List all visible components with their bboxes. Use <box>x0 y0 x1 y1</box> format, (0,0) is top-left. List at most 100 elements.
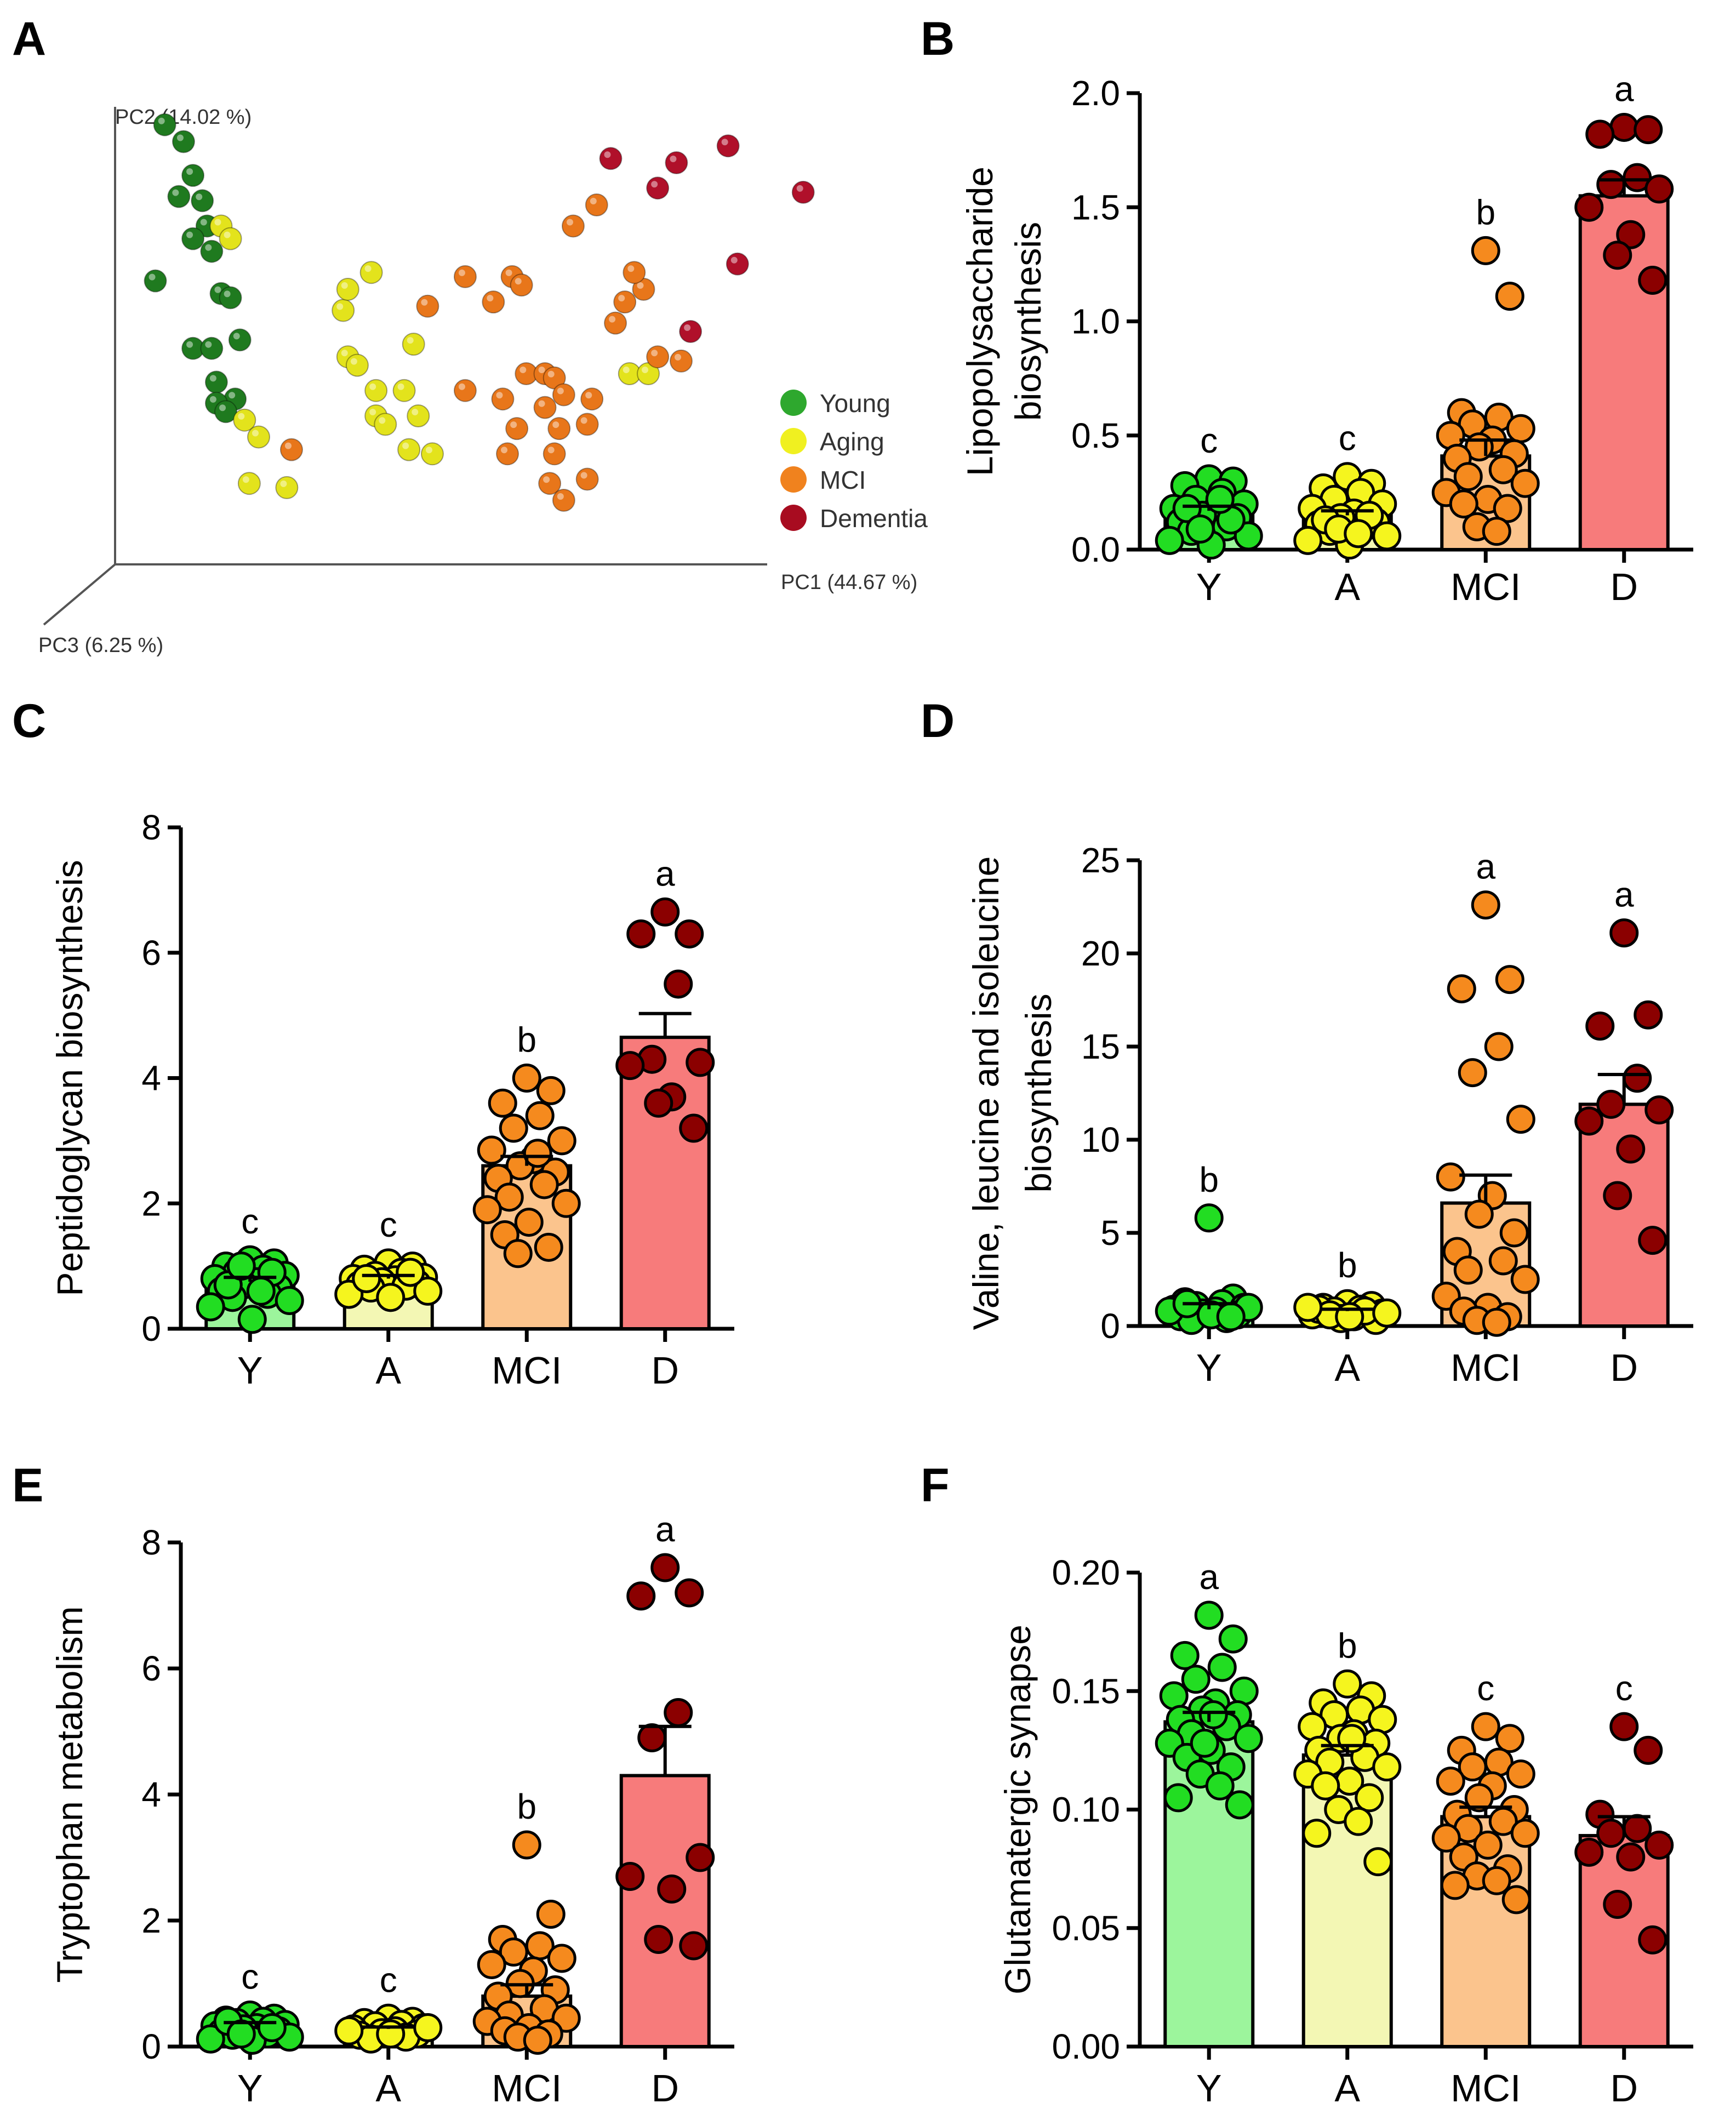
panel-b-y-label: Lipopolysaccharide <box>960 167 1000 476</box>
pca-pc1-label: PC1 (44.67 %) <box>781 571 917 594</box>
pca-point-highlight <box>186 168 193 175</box>
pca-point-highlight <box>407 337 414 344</box>
pca-point-highlight <box>458 383 465 390</box>
panel-b-data-point <box>1344 519 1373 548</box>
panel-f-y-tick-label: 0.05 <box>1052 1908 1120 1948</box>
panel-d-data-point <box>1453 1255 1483 1285</box>
panel-e-y-tick-label: 6 <box>141 1649 161 1688</box>
panel-d-data-point <box>1194 1203 1224 1233</box>
pca-point-mci <box>604 311 627 335</box>
pca-point-mci <box>533 396 557 419</box>
pca-point-mci <box>547 417 571 441</box>
panel-letter-e: E <box>12 1459 43 1512</box>
panel-f-x-tick-label: D <box>1610 2067 1638 2110</box>
panel-c-data-point <box>547 1126 576 1156</box>
pca-point-mci <box>585 193 608 216</box>
panel-f-chart: F 0.00 0.05 0.10 0.15 0.20 Glutamatergic syna… <box>921 1459 1693 2110</box>
panel-e-data-point <box>650 1553 680 1582</box>
pca-point-aging <box>397 438 421 461</box>
pca-point-highlight <box>609 316 616 323</box>
panel-e-data-point <box>675 1578 704 1608</box>
panel-e-data-point <box>334 2016 364 2045</box>
panel-b-data-point <box>1293 525 1323 555</box>
panel-f-sig-letter: c <box>1615 1668 1633 1708</box>
pca-point-young <box>214 400 238 424</box>
pca-point-highlight <box>209 396 216 403</box>
panel-f-data-point <box>1218 1624 1248 1654</box>
panel-f-data-point <box>1634 1735 1663 1765</box>
pca-point-highlight <box>214 219 221 226</box>
panel-d-data-point <box>1372 1298 1402 1328</box>
panel-b-data-point <box>1482 517 1511 546</box>
panel-e-sig-letter: a <box>655 1510 675 1549</box>
panel-e-data-point <box>477 1950 506 1979</box>
panel-f-data-point <box>1464 1783 1494 1813</box>
pca-point-highlight <box>336 303 344 310</box>
pca-point-highlight <box>796 185 803 192</box>
pca-point-young <box>181 164 205 187</box>
panel-f-x-tick-label: MCI <box>1451 2067 1521 2110</box>
panel-d-data-point <box>1644 1095 1674 1125</box>
panel-d-data-point <box>1574 1106 1604 1136</box>
panel-f-data-point <box>1207 1653 1237 1682</box>
panel-b-x-tick-label: D <box>1610 565 1638 608</box>
panel-b-y-tick-label: 1.5 <box>1071 187 1120 227</box>
pca-point-highlight <box>604 151 611 158</box>
panel-b-x-tick-label: MCI <box>1451 565 1521 608</box>
panel-d-data-point <box>1484 1032 1514 1061</box>
pca-point-mci <box>279 438 303 461</box>
panel-f-data-point <box>1229 1676 1259 1706</box>
pca-point-young <box>153 113 176 136</box>
panel-e-data-point <box>664 1698 693 1727</box>
panel-d-data-point <box>1482 1307 1511 1337</box>
panel-f-data-point <box>1170 1641 1200 1670</box>
pca-point-mci <box>623 261 646 284</box>
pca-point-highlight <box>552 421 559 428</box>
panel-b-y-tick-label: 0.5 <box>1071 416 1120 455</box>
panel-c-data-point <box>352 1264 381 1293</box>
panel-e-x-tick-label: MCI <box>492 2067 562 2110</box>
panel-b-y-label: biosynthesis <box>1008 222 1048 421</box>
panel-f-data-point <box>1458 1752 1487 1782</box>
panel-f-data-point <box>1372 1752 1402 1782</box>
pca-point-highlight <box>519 367 527 373</box>
pca-point-highlight <box>252 430 259 437</box>
panel-e-x-tick-label: D <box>651 2067 679 2110</box>
pca-point-dementia <box>665 151 688 174</box>
pca-point-highlight <box>214 286 221 293</box>
panel-c-data-point <box>376 1283 406 1312</box>
panel-c-y-tick-label: 4 <box>141 1059 161 1098</box>
panel-e-y-tick-label: 2 <box>141 1901 161 1940</box>
pca-point-young <box>172 130 195 153</box>
panel-letter-f: F <box>921 1459 950 1512</box>
panel-b-sig-letter: c <box>1339 419 1356 458</box>
pca-point-highlight <box>651 181 658 188</box>
pca-point-highlight <box>670 156 677 162</box>
panel-f-data-point <box>1501 1885 1531 1914</box>
panel-f-y-tick-label: 0.20 <box>1052 1553 1120 1592</box>
panel-f-data-point <box>1473 1830 1503 1860</box>
pca-point-highlight <box>721 139 728 146</box>
pca-point-young <box>228 328 252 352</box>
panel-b-y-tick-label: 1.0 <box>1071 302 1120 341</box>
pca-point-highlight <box>176 134 184 141</box>
pca-point-highlight <box>623 367 630 373</box>
panel-d-y-tick-label: 0 <box>1100 1306 1120 1346</box>
pca-point-highlight <box>402 442 409 449</box>
pca-point-highlight <box>496 392 503 399</box>
pca-point-highlight <box>515 278 522 285</box>
pca-point-mci <box>646 345 670 369</box>
panel-e-sig-letter: b <box>517 1787 536 1826</box>
pca-point-highlight <box>205 341 212 348</box>
panel-b-data-point <box>1585 119 1615 149</box>
panel-d-x-tick-label: D <box>1610 1346 1638 1389</box>
panel-c-sig-letter: b <box>517 1020 536 1060</box>
panel-e-y-tick-label: 8 <box>141 1523 161 1562</box>
panel-c-data-point <box>494 1182 524 1212</box>
pca-point-highlight <box>547 447 555 454</box>
panel-f-data-point <box>1163 1783 1193 1813</box>
panel-c-data-point <box>523 1139 552 1168</box>
panel-d-y-tick-label: 15 <box>1081 1027 1120 1066</box>
panel-f-data-point <box>1623 1814 1652 1843</box>
panel-b-data-point <box>1205 484 1235 514</box>
